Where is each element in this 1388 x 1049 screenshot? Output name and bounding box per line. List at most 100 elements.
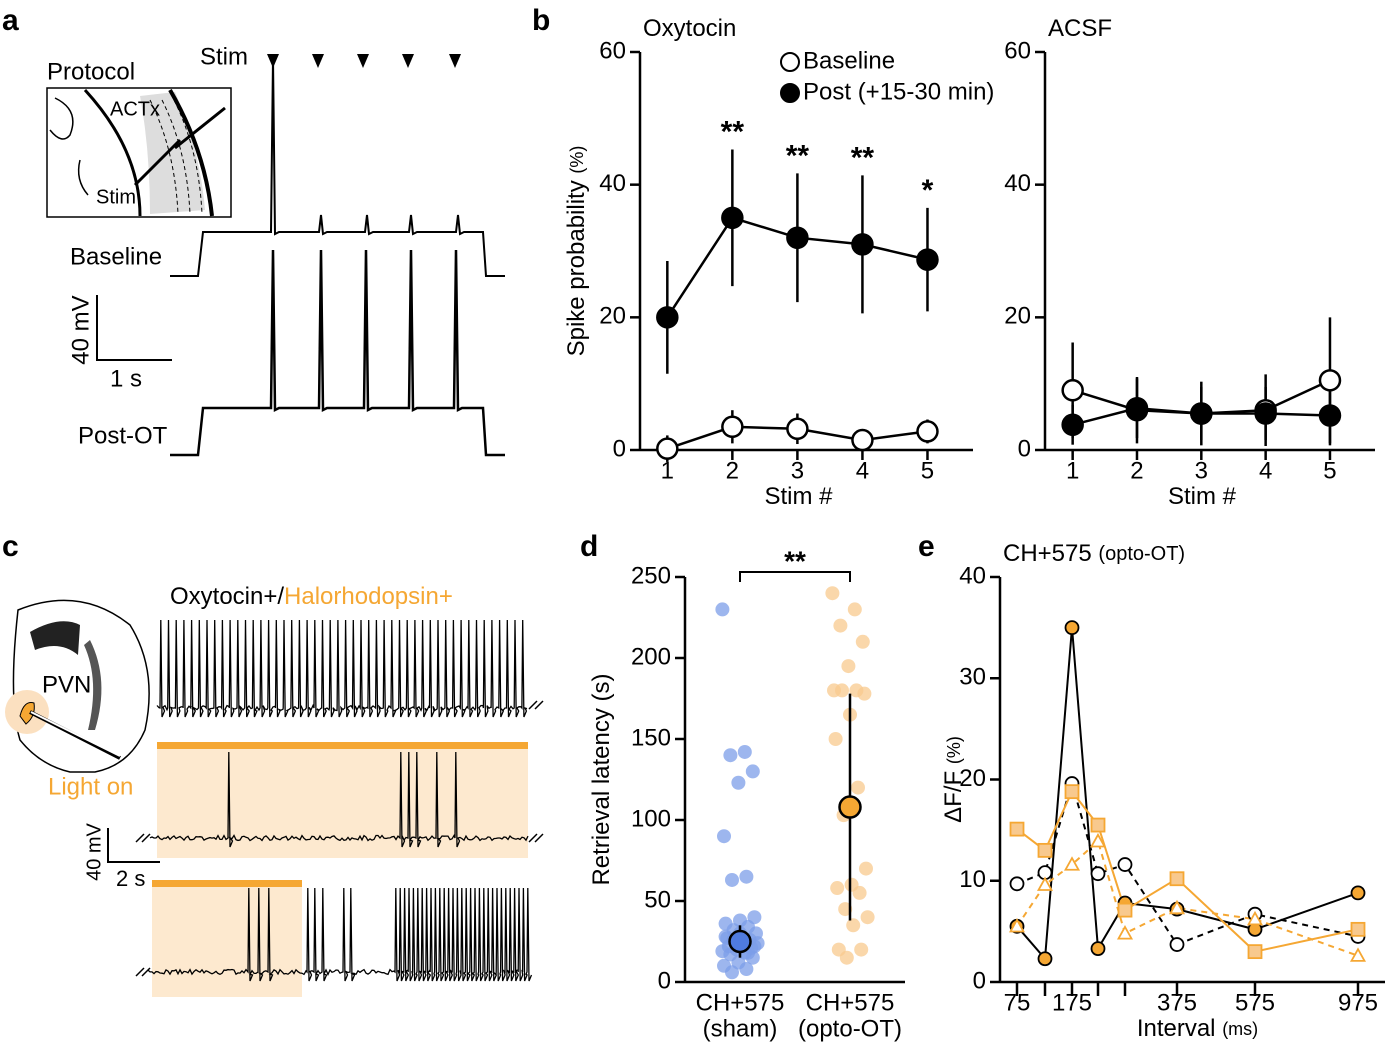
trace [149, 751, 529, 848]
marker [786, 226, 809, 249]
marker [1169, 937, 1185, 952]
y-tick-label: 40 [1004, 170, 1031, 197]
data-point [855, 634, 870, 649]
data-point [838, 902, 853, 917]
data-point [731, 775, 746, 790]
light-bar [152, 880, 302, 887]
y-tick-label: 40 [599, 170, 626, 197]
y-tick-label: 0 [1018, 435, 1031, 462]
electrode [133, 138, 182, 187]
stim-arrow [312, 54, 324, 68]
data-point [825, 586, 840, 601]
x-tick-label: 1 [1066, 457, 1079, 484]
data-point [854, 942, 869, 957]
marker [916, 248, 939, 271]
stim-arrow [402, 54, 414, 68]
scale-v: 40 mV [67, 295, 94, 364]
data-point [833, 618, 848, 633]
panel-label: c [2, 530, 19, 563]
series-line [1016, 839, 1359, 957]
marker [721, 206, 744, 230]
scale-bar [96, 295, 172, 361]
x-tick-label: 175 [1052, 989, 1092, 1016]
marker [1350, 885, 1366, 901]
legend-label: Baseline [803, 47, 895, 74]
stim-arrow [449, 54, 461, 68]
panel-label: e [918, 530, 935, 563]
light-shade [152, 883, 302, 997]
significance: * [922, 174, 934, 207]
break-mark [528, 833, 544, 843]
data-point [860, 910, 875, 925]
data-point [830, 881, 845, 896]
x-axis-label-unit: (ms) [1222, 1019, 1258, 1039]
x-tick-note: (sham) [703, 1015, 778, 1042]
data-point [725, 872, 739, 887]
cortex-edge [168, 88, 214, 217]
y-tick-label: 200 [631, 643, 671, 670]
series-line [1016, 789, 1359, 953]
fiber [84, 640, 102, 730]
significance: ** [851, 141, 875, 174]
trace-title-a: Oxytocin+/ [170, 583, 284, 610]
cortex-wedge [140, 92, 205, 214]
marker [1008, 917, 1026, 933]
chart-title: CH+575 (opto-OT) [1003, 540, 1185, 567]
marker [786, 417, 809, 441]
x-tick-label: CH+575 [696, 989, 785, 1016]
marker [1190, 402, 1213, 425]
fiber [30, 621, 80, 655]
x-tick-label: 2 [1130, 457, 1143, 484]
marker [1089, 832, 1107, 848]
panel-label: a [2, 4, 19, 37]
data-point [739, 869, 754, 884]
marker [1247, 944, 1263, 960]
layer [149, 99, 179, 215]
x-tick-label: 4 [1259, 457, 1272, 484]
y-tick-label: 40 [959, 562, 986, 589]
marker [1318, 369, 1342, 392]
trace [156, 619, 528, 718]
marker [721, 415, 744, 439]
x-axis-label-main: Stim # [764, 483, 833, 510]
panel-label: b [532, 4, 550, 37]
chart-title-main: Oxytocin [643, 15, 736, 42]
data-point [841, 659, 856, 674]
x-tick-label: 575 [1235, 989, 1275, 1016]
data-point [846, 918, 861, 933]
x-tick-label: 5 [921, 457, 934, 484]
x-tick-label: 3 [1195, 457, 1208, 484]
x-tick-label: 4 [856, 457, 869, 484]
mean-marker [728, 929, 752, 954]
data-point [715, 602, 730, 617]
marker [1037, 951, 1053, 967]
x-tick-label: 975 [1338, 989, 1378, 1016]
mean-marker [838, 795, 862, 819]
marker [1061, 379, 1084, 402]
data-point [717, 829, 731, 844]
x-axis-label-main: Stim # [1168, 483, 1237, 510]
significance: ** [721, 115, 745, 148]
marker [1254, 402, 1277, 425]
data-point [739, 962, 754, 977]
break-mark [528, 700, 544, 710]
y-tick-label: 20 [599, 303, 626, 330]
data-point [847, 602, 862, 617]
marker [1116, 925, 1134, 940]
data-point [725, 965, 739, 980]
y-tick-label: 10 [959, 866, 986, 893]
trace-title-b: Halorhodopsin+ [284, 583, 453, 610]
baseline-label: Baseline [70, 243, 162, 270]
legend-label: Post (+15-30 min) [803, 78, 994, 105]
scale-t: 2 s [116, 866, 145, 891]
y-tick-label: 60 [1004, 37, 1031, 64]
light-bar [157, 742, 528, 749]
y-axis-label-main: Spike probability [563, 180, 590, 356]
data-point [835, 683, 849, 698]
x-axis-label-main: Interval [1137, 1015, 1216, 1042]
x-tick-label: 75 [1004, 989, 1031, 1016]
scale-bar [107, 828, 160, 863]
y-tick-label: 250 [631, 562, 671, 589]
marker [1064, 784, 1080, 800]
